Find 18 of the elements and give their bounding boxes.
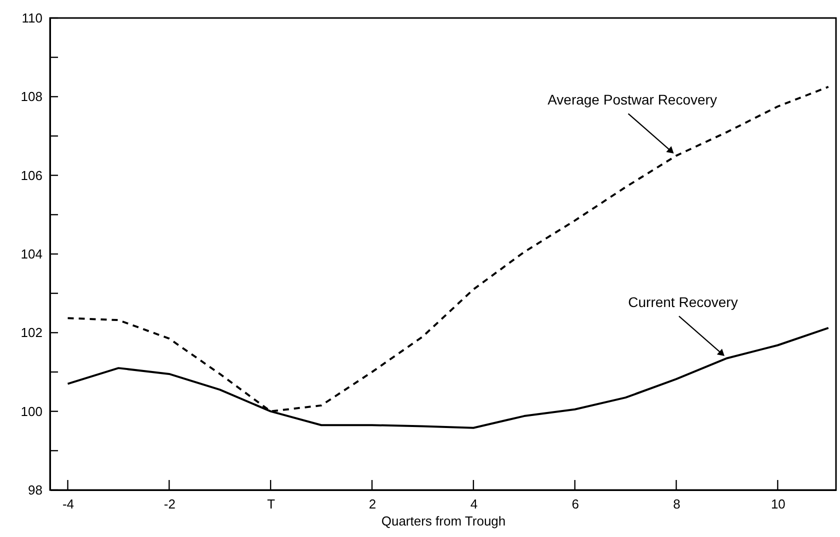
x-tick-label: 2 — [368, 496, 376, 512]
x-tick-label: 10 — [770, 496, 786, 512]
x-tick-label: T — [267, 496, 276, 512]
x-tick-label: 8 — [673, 496, 680, 512]
y-tick-label: 106 — [20, 168, 42, 183]
y-tick-label: 110 — [22, 10, 42, 26]
text: Current Recovery — [628, 294, 738, 310]
x-tick-label: 6 — [572, 496, 579, 512]
y-tick-label: 108 — [20, 89, 42, 104]
x-tick-label: -2 — [164, 496, 176, 512]
x-tick-label: -4 — [62, 496, 74, 512]
y-tick-label: 100 — [20, 404, 42, 419]
y-tick-label: 98 — [28, 482, 42, 498]
y-tick-label: 104 — [20, 246, 42, 262]
x-axis-title: Quarters from Trough — [381, 514, 506, 528]
series-label: Average Postwar Recovery — [548, 92, 717, 108]
y-tick-label: 102 — [20, 325, 42, 340]
x-tick-label: 4 — [470, 496, 478, 512]
